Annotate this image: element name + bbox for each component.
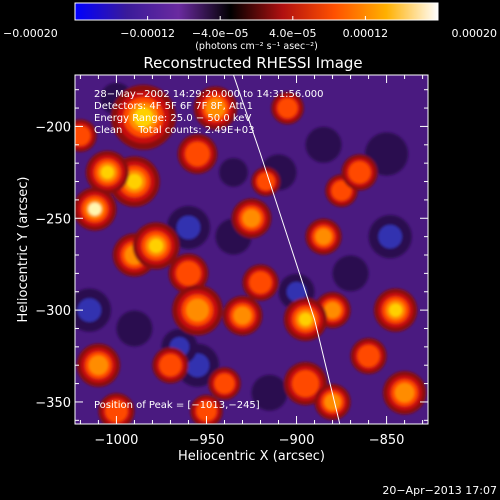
colorbar-tick-label: −4.0e−05: [192, 27, 249, 40]
emission-blob: [100, 165, 114, 179]
negative-blob-core: [378, 224, 403, 249]
emission-blob: [318, 231, 329, 243]
emission-blob: [189, 302, 206, 318]
emission-blob: [327, 304, 338, 316]
emission-blob: [165, 359, 176, 371]
emission-blob: [398, 386, 412, 400]
emission-blob: [245, 212, 258, 225]
colorbar-tick-label: −0.00012: [120, 27, 175, 40]
emission-blob: [133, 107, 154, 127]
chart-title: Reconstructed RHESSI Image: [143, 54, 362, 72]
emission-blob: [219, 378, 230, 389]
emission-blob: [363, 350, 374, 362]
info-annotations: 28−May−2002 14:29:20.000 to 14:31:56.000…: [94, 89, 324, 136]
emission-blob: [182, 267, 195, 280]
emission-blob: [111, 405, 122, 417]
emission-blob: [208, 101, 222, 115]
colorbar-units: (photons cm⁻² s⁻¹ asec⁻²): [195, 41, 318, 52]
emission-blob: [255, 277, 266, 288]
emission-blob: [91, 358, 105, 372]
emission-blob: [236, 309, 249, 322]
emission-blob: [191, 148, 204, 160]
x-tick-label: −1000: [94, 433, 138, 448]
negative-blob: [219, 157, 248, 187]
negative-blob: [332, 255, 369, 292]
solar-limb-line: [233, 75, 341, 424]
x-axis-label: Heliocentric X (arcsec): [178, 449, 325, 464]
y-tick-label: −250: [35, 212, 71, 227]
emission-blob: [126, 173, 142, 190]
y-tick-label: −350: [35, 396, 71, 411]
colorbar-tick-label: 0.00020: [452, 27, 498, 40]
x-tick-label: −850: [369, 433, 405, 448]
y-tick-label: −200: [35, 120, 71, 135]
info-line: Energy Range: 25.0 − 50.0 keV: [94, 113, 251, 124]
plot-frame: [74, 74, 429, 425]
emission-blob: [354, 166, 365, 178]
emission-blob: [201, 406, 212, 417]
emission-blob: [389, 303, 403, 317]
y-axis: −200 −250 −300 −350: [35, 89, 428, 421]
info-line: 28−May−2002 14:29:20.000 to 14:31:56.000: [94, 89, 324, 100]
emission-blob: [299, 312, 313, 326]
peak-position-label: Position of Peak = [−1013,−245]: [94, 400, 260, 411]
x-tick-label: −950: [189, 433, 225, 448]
y-axis-label: Heliocentric Y (arcsec): [16, 177, 31, 323]
emission-blob: [282, 103, 293, 113]
emission-blob: [299, 377, 313, 391]
emission-blob: [88, 202, 102, 216]
info-line: Detectors: 4F 5F 6F 7F 8F, Att 1: [94, 101, 253, 112]
negative-blob-core: [77, 298, 102, 323]
emission-blob: [75, 130, 86, 141]
colorbar-tick-label: 0.00012: [343, 27, 389, 40]
emission-blob: [336, 185, 347, 196]
colorbar: −0.00020 −0.00012 −4.0e−05 4.0e−05 0.00012 0.…: [3, 2, 498, 52]
negative-blob: [305, 126, 342, 163]
y-tick-label: −300: [35, 304, 71, 319]
x-tick-label: −900: [279, 433, 315, 448]
colorbar-gradient: [74, 2, 439, 21]
timestamp: 20−Apr−2013 17:07: [382, 484, 497, 497]
negative-blob-core: [176, 215, 201, 240]
negative-blob: [251, 374, 288, 411]
negative-blob-core: [286, 281, 307, 302]
emission-blob: [149, 238, 164, 253]
info-line: Clean Total counts: 2.49E+03: [94, 125, 254, 136]
emission-blob: [261, 177, 271, 186]
heatmap-image: [75, 75, 428, 424]
emission-blob: [327, 396, 338, 408]
x-axis: −1000 −950 −900 −850: [79, 75, 424, 448]
negative-blob: [116, 310, 153, 347]
colorbar-tick-label: 4.0e−05: [269, 27, 316, 40]
colorbar-tick-label: −0.00020: [3, 27, 58, 40]
